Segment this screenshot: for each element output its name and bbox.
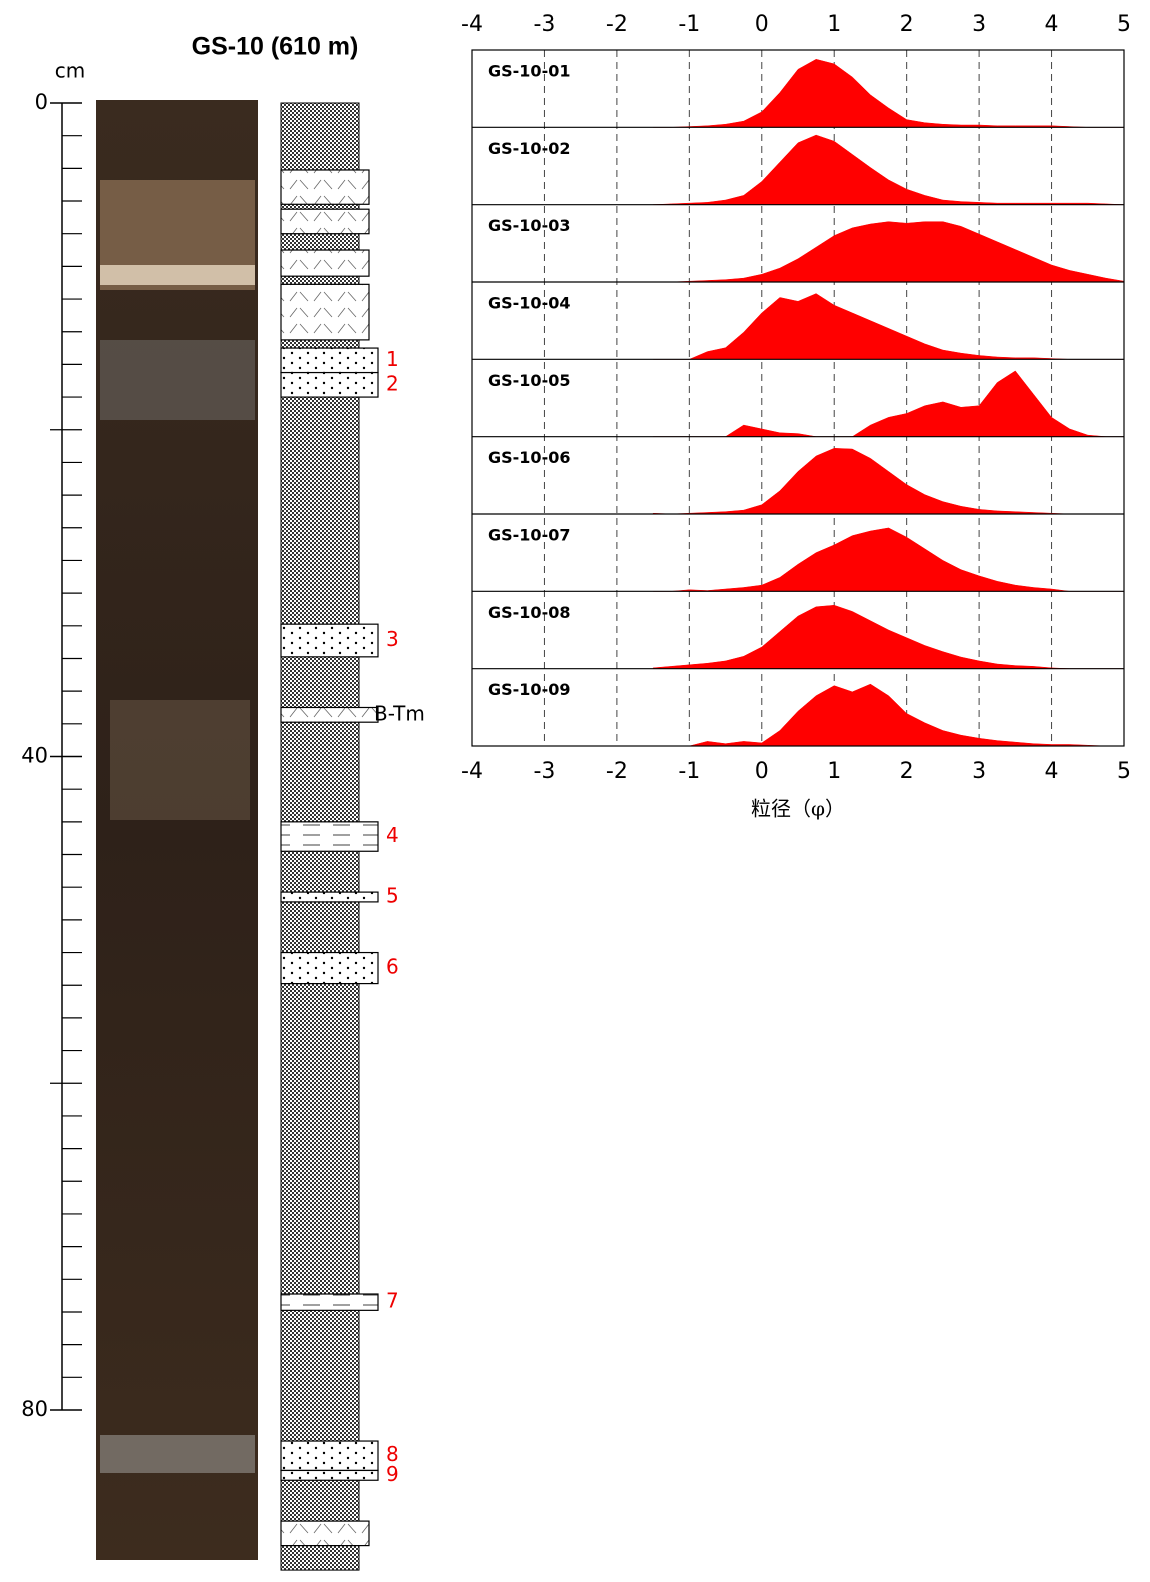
x-tick-label: -3 <box>533 759 555 784</box>
panel-label: GS-10-05 <box>488 371 570 390</box>
layer <box>280 208 370 235</box>
photo-band <box>100 265 255 285</box>
layer <box>280 1520 370 1547</box>
panel-label: GS-10-02 <box>488 139 570 158</box>
x-tick-label: -4 <box>461 759 483 784</box>
x-tick-label-top: -3 <box>533 12 555 37</box>
panel-label: GS-10-03 <box>488 216 570 235</box>
x-tick-label: 5 <box>1117 759 1131 784</box>
panel-label: GS-10-09 <box>488 680 570 699</box>
layer <box>280 951 379 985</box>
layer-label: 9 <box>386 1462 399 1486</box>
panel-label: GS-10-04 <box>488 294 570 313</box>
x-tick-label: -1 <box>678 759 700 784</box>
x-tick-label-top: -4 <box>461 12 483 37</box>
layer <box>280 169 370 205</box>
x-tick-label-top: -2 <box>606 12 628 37</box>
x-tick-label: 0 <box>755 759 769 784</box>
x-tick-label: 2 <box>900 759 914 784</box>
core-photo <box>96 100 258 1560</box>
layer <box>280 1293 379 1311</box>
x-tick-label-top: 1 <box>827 12 841 37</box>
x-axis-title: 粒径（φ） <box>751 797 845 821</box>
depth-tick-label: 40 <box>21 744 48 768</box>
distribution <box>653 221 1125 283</box>
x-tick-label: 3 <box>972 759 986 784</box>
panel-label: GS-10-07 <box>488 526 570 545</box>
distribution <box>653 134 1125 205</box>
x-tick-label-top: 0 <box>755 12 769 37</box>
layer <box>280 347 379 374</box>
panel-label: GS-10-06 <box>488 448 570 467</box>
layer <box>280 283 370 341</box>
x-tick-label: 1 <box>827 759 841 784</box>
layer-label: 4 <box>386 823 399 847</box>
layer-label: 7 <box>386 1289 399 1313</box>
distribution <box>653 527 1124 592</box>
layer-label: 5 <box>386 884 399 908</box>
chart-frame <box>471 49 1125 747</box>
layer <box>280 706 379 723</box>
layer <box>280 1440 379 1472</box>
layer-label: B-Tm <box>374 701 425 725</box>
x-tick-label-top: 2 <box>900 12 914 37</box>
core-title: GS-10 (610 m) <box>192 33 359 61</box>
depth-unit: cm <box>55 59 85 83</box>
layer <box>280 821 379 852</box>
x-tick-label-top: 5 <box>1117 12 1131 37</box>
layer <box>280 371 379 398</box>
x-tick-label-top: 3 <box>972 12 986 37</box>
panel-label: GS-10-01 <box>488 62 570 81</box>
layer-label: 1 <box>386 347 399 371</box>
distribution <box>653 370 1124 437</box>
distribution <box>652 448 1124 515</box>
photo-base <box>96 100 258 1560</box>
panel-label: GS-10-08 <box>488 603 570 622</box>
x-tick-label-top: -1 <box>678 12 700 37</box>
layer-label: 2 <box>386 371 399 395</box>
distribution <box>653 683 1124 747</box>
layer-label: 6 <box>386 955 399 979</box>
distribution <box>652 604 1124 669</box>
depth-tick-label: 0 <box>35 90 48 114</box>
layer-label: 8 <box>386 1442 399 1466</box>
x-tick-label: -2 <box>606 759 628 784</box>
distribution <box>653 293 1124 360</box>
x-tick-label-top: 4 <box>1045 12 1059 37</box>
layer <box>280 623 379 658</box>
layer-label: 3 <box>386 627 399 651</box>
photo-band <box>100 1435 255 1473</box>
photo-band <box>100 340 255 420</box>
photo-band <box>110 700 250 820</box>
depth-tick-label: 80 <box>21 1397 48 1421</box>
distribution <box>653 59 1124 128</box>
layer <box>280 1469 379 1481</box>
layer <box>280 891 379 903</box>
x-tick-label: 4 <box>1045 759 1059 784</box>
layer <box>280 249 370 277</box>
